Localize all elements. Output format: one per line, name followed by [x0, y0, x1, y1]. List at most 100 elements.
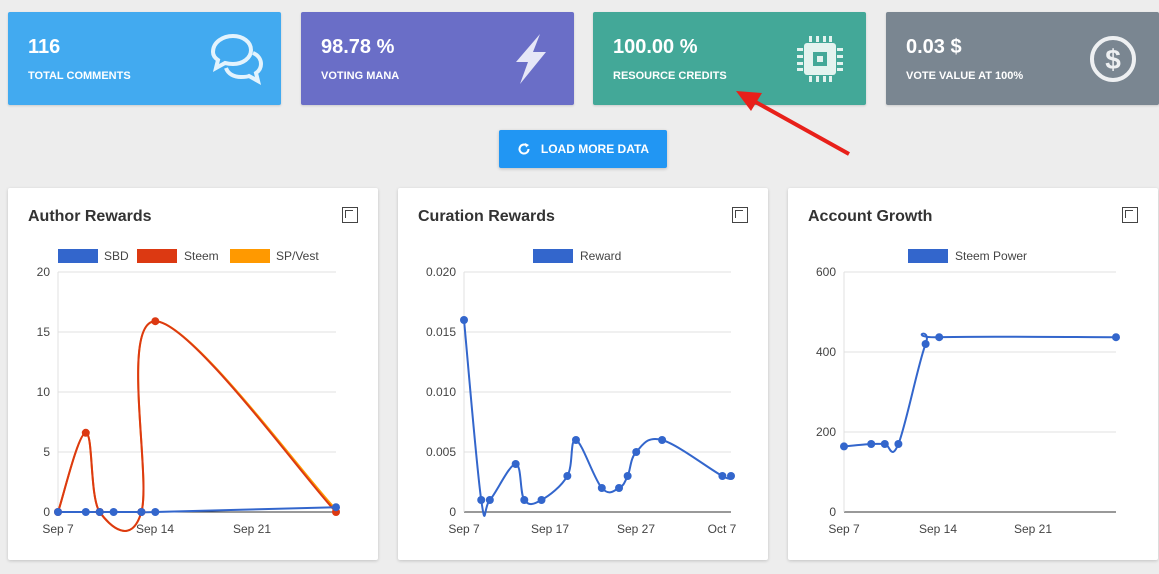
data-point [511, 460, 520, 468]
y-tick-label: 400 [816, 345, 836, 359]
svg-text:$: $ [1105, 44, 1121, 75]
x-tick-label: Sep 7 [828, 522, 860, 536]
data-point [632, 448, 641, 456]
dollar-coin-icon: $ [1090, 36, 1136, 82]
stat-label: TOTAL COMMENTS [28, 70, 131, 82]
data-point [894, 440, 903, 448]
data-point [880, 440, 889, 448]
data-point [151, 317, 160, 326]
legend-label: SBD [104, 249, 129, 263]
y-tick-label: 0.020 [426, 265, 456, 279]
load-more-data-button[interactable]: LOAD MORE DATA [499, 130, 667, 168]
y-tick-label: 200 [816, 425, 836, 439]
data-point [935, 333, 944, 342]
data-point [151, 508, 160, 516]
x-tick-label: Oct 7 [708, 522, 737, 536]
data-point [597, 484, 606, 492]
lightning-bolt-icon [516, 34, 546, 84]
data-point [54, 508, 62, 516]
data-point [460, 316, 468, 324]
y-tick-label: 0 [449, 505, 456, 519]
y-tick-label: 5 [43, 445, 50, 459]
y-tick-label: 10 [37, 385, 51, 399]
account-growth-card: Account Growth 0 200 400 600 Sep 7 Sep 14 Sep … [788, 188, 1158, 560]
data-point [109, 508, 118, 516]
y-tick-label: 0.015 [426, 325, 456, 339]
chart-title: Author Rewards [28, 208, 152, 225]
legend-label: SP/Vest [276, 249, 319, 263]
data-point [921, 340, 930, 348]
stat-value: 98.78 % [321, 36, 395, 58]
x-tick-label: Sep 7 [42, 522, 74, 536]
x-tick-label: Sep 21 [233, 522, 271, 536]
data-point [571, 436, 580, 444]
stat-value: 0.03 $ [906, 36, 962, 58]
author-rewards-card: Author Rewards 0 5 10 15 20 Sep 7 Sep 14 Sep 21… [8, 188, 378, 560]
expand-icon[interactable] [1122, 207, 1138, 223]
data-point [81, 428, 90, 437]
x-tick-label: Sep 14 [919, 522, 957, 536]
y-tick-label: 0.005 [426, 445, 456, 459]
data-point [520, 496, 529, 504]
stat-value: 116 [28, 36, 61, 58]
data-point [477, 496, 486, 504]
legend-swatch [230, 249, 270, 263]
series-line [57, 320, 337, 532]
stat-label: RESOURCE CREDITS [613, 70, 727, 82]
legend-label: Steem [184, 249, 219, 263]
chart-title: Account Growth [808, 208, 933, 225]
data-point [718, 472, 727, 480]
data-point [137, 508, 146, 516]
y-tick-label: 0.010 [426, 385, 456, 399]
y-tick-label: 15 [37, 325, 51, 339]
curation-rewards-chart: 0 0.005 0.010 0.015 0.020 Sep 7 Sep 17 Sep 27 Oc… [426, 249, 737, 536]
legend-swatch [137, 249, 177, 263]
legend-swatch [58, 249, 98, 263]
legend-swatch [533, 249, 573, 263]
cpu-chip-icon [797, 36, 843, 82]
stat-value: 100.00 % [613, 36, 698, 58]
curation-rewards-card: Curation Rewards 0 0.005 0.010 0.015 0.020 Se… [398, 188, 768, 560]
data-point [537, 496, 546, 504]
chart-title: Curation Rewards [418, 208, 555, 225]
data-point [95, 508, 104, 516]
stat-card-vote-value: 0.03 $ VOTE VALUE AT 100% $ [886, 12, 1159, 105]
x-tick-label: Sep 17 [531, 522, 569, 536]
chat-bubbles-icon [210, 33, 263, 85]
stat-label: VOTING MANA [321, 70, 400, 82]
series-line [57, 320, 337, 532]
y-tick-label: 20 [37, 265, 51, 279]
stat-card-resource-credits: 100.00 % RESOURCE CREDITS [593, 12, 866, 105]
series-line [463, 319, 732, 517]
data-point [1112, 333, 1120, 342]
data-point [867, 440, 876, 448]
x-tick-label: Sep 14 [136, 522, 174, 536]
data-point [332, 503, 340, 512]
data-point [727, 472, 735, 480]
data-point [658, 436, 667, 444]
x-tick-label: Sep 7 [448, 522, 480, 536]
expand-icon[interactable] [732, 207, 748, 223]
author-rewards-chart: 0 5 10 15 20 Sep 7 Sep 14 Sep 21 SBD Steem SP/Vest [37, 249, 340, 536]
data-point [81, 508, 90, 516]
account-growth-chart: 0 200 400 600 Sep 7 Sep 14 Sep 21 Steem Power [816, 249, 1120, 536]
legend-label: Steem Power [955, 249, 1027, 263]
data-point [840, 442, 848, 451]
legend-label: Reward [580, 249, 621, 263]
y-tick-label: 600 [816, 265, 836, 279]
y-tick-label: 0 [829, 505, 836, 519]
data-point [615, 484, 624, 492]
stat-card-voting-mana: 98.78 % VOTING MANA [301, 12, 574, 105]
x-tick-label: Sep 21 [1014, 522, 1052, 536]
data-point [563, 472, 572, 480]
load-more-label: LOAD MORE DATA [540, 142, 650, 156]
x-tick-label: Sep 27 [617, 522, 655, 536]
stat-card-comments: 116 TOTAL COMMENTS [8, 12, 281, 105]
expand-icon[interactable] [342, 207, 358, 223]
legend-swatch [908, 249, 948, 263]
y-tick-label: 0 [43, 505, 50, 519]
data-point [623, 472, 632, 480]
refresh-icon [518, 143, 530, 155]
series-line [843, 332, 1117, 453]
data-point [485, 496, 494, 504]
